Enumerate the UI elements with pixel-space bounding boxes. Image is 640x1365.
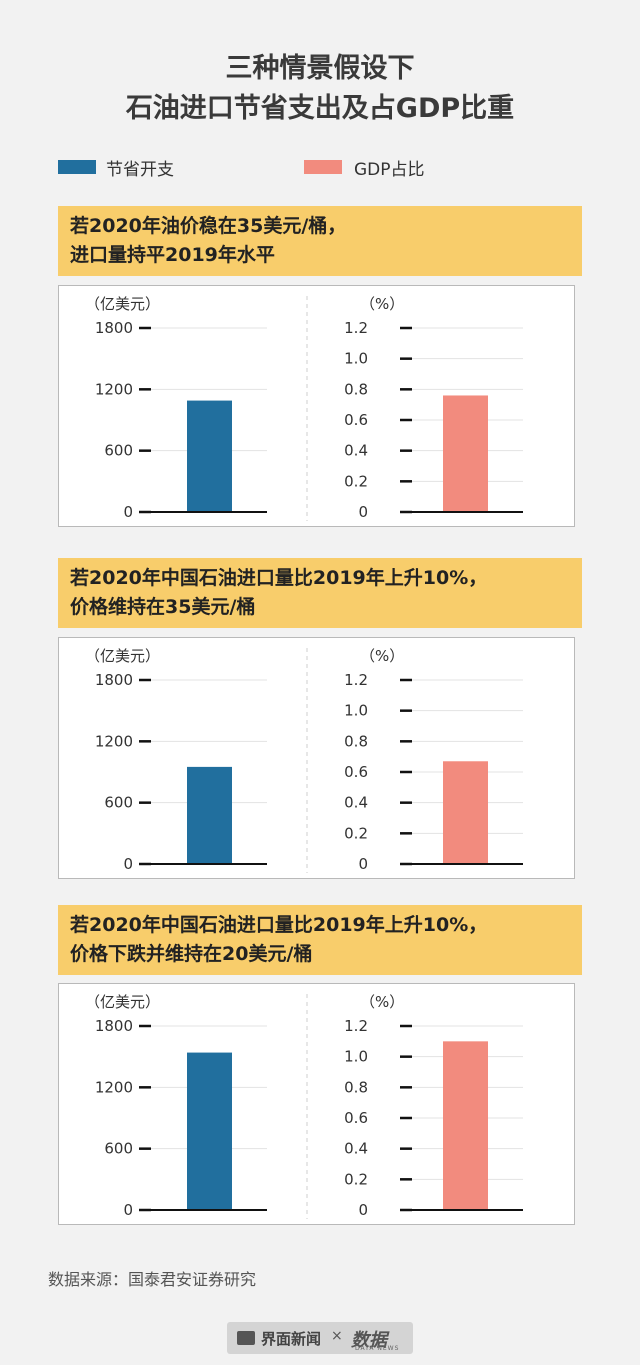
y-tick-label: 0.2 [344,824,368,842]
y-tick-label: 0.6 [344,411,368,429]
scenario-3-title: 若2020年中国石油进口量比2019年上升10%， 价格下跌并维持在20美元/桶 [58,905,582,975]
y-tick-label: 1800 [95,319,133,337]
left-unit-label: （亿美元） [85,993,160,1011]
y-tick-label: 1.2 [344,1017,368,1035]
scenario-1-title-line-2: 进口量持平2019年水平 [70,244,275,266]
footer-separator: × [331,1328,343,1344]
y-tick-label: 1.0 [344,350,368,368]
footer-brand-datanews: 数据 [351,1330,387,1351]
y-tick-label: 0.4 [344,442,368,460]
scenario-3-chart: （亿美元） 0 600 1200 1800 （%） 0 0.2 0.4 0.6 0.8 1.0 1.2 [85,993,523,1219]
legend-swatch-gdp [304,160,342,174]
y-tick-label: 0.2 [344,1170,368,1188]
y-tick-label: 0 [123,1201,133,1219]
scenario-2-title-line-1: 若2020年中国石油进口量比2019年上升10%， [70,567,488,589]
y-tick-label: 0 [358,855,368,873]
scenario-3-title-line-1: 若2020年中国石油进口量比2019年上升10%， [70,914,488,936]
y-tick-label: 0 [123,855,133,873]
jiemian-logo-icon [237,1331,255,1345]
bar-gdp-share [443,761,488,864]
data-source-note: 数据来源：国泰君安证券研究 [48,1270,257,1289]
y-tick-label: 1200 [95,380,133,398]
bar-gdp-share [443,395,488,512]
scenario-1-chart-panel: （亿美元） 0 600 1200 1800 （%） 0 0.2 0.4 0.6 0.8 1.0 1.2 [58,285,575,527]
y-tick-label: 600 [104,442,133,460]
y-tick-label: 0.2 [344,472,368,490]
chart-title-line-1: 三种情景假设下 [225,53,415,84]
y-tick-label: 0.4 [344,1140,368,1158]
footer-brand-jiemian: 界面新闻 [261,1330,322,1348]
y-tick-label: 1.0 [344,702,368,720]
right-unit-label: （%） [360,993,404,1011]
y-tick-label: 1.0 [344,1048,368,1066]
y-tick-label: 1.2 [344,671,368,689]
left-unit-label: （亿美元） [85,295,160,313]
bar-gdp-share [443,1041,488,1210]
y-tick-label: 0 [123,503,133,521]
y-tick-label: 1200 [95,1078,133,1096]
bar-savings [187,766,232,864]
scenario-2-title: 若2020年中国石油进口量比2019年上升10%， 价格维持在35美元/桶 [58,558,582,628]
y-tick-label: 1.2 [344,319,368,337]
y-tick-label: 600 [104,1140,133,1158]
y-tick-label: 600 [104,794,133,812]
left-unit-label: （亿美元） [85,647,160,665]
y-tick-label: 0.8 [344,732,368,750]
y-tick-label: 0.8 [344,1078,368,1096]
legend-swatch-savings [58,160,96,174]
y-tick-label: 0.4 [344,794,368,812]
y-tick-label: 0.8 [344,380,368,398]
bar-savings [187,400,232,512]
scenario-1-title: 若2020年油价稳在35美元/桶， 进口量持平2019年水平 [58,206,582,276]
scenario-2-chart-panel: （亿美元） 0 600 1200 1800 （%） 0 0.2 0.4 0.6 0.8 1.0 1.2 [58,637,575,879]
scenario-2-chart: （亿美元） 0 600 1200 1800 （%） 0 0.2 0.4 0.6 0.8 1.0 1.2 [85,647,523,873]
y-tick-label: 0 [358,503,368,521]
scenario-3-title-line-2: 价格下跌并维持在20美元/桶 [70,943,313,965]
y-tick-label: 1200 [95,732,133,750]
y-tick-label: 0 [358,1201,368,1219]
chart-title-line-2: 石油进口节省支出及占GDP比重 [125,93,515,124]
y-tick-label: 1800 [95,1017,133,1035]
footer-brand-bar: 界面新闻 × 数据 DATA NEWS [227,1322,413,1354]
scenario-2-title-line-2: 价格维持在35美元/桶 [70,596,256,618]
y-tick-label: 0.6 [344,1109,368,1127]
scenario-3-chart-panel: （亿美元） 0 600 1200 1800 （%） 0 0.2 0.4 0.6 0.8 1.0 1.2 [58,983,575,1225]
y-tick-label: 0.6 [344,763,368,781]
y-tick-label: 1800 [95,671,133,689]
bar-savings [187,1052,232,1210]
legend-label-gdp: GDP占比 [354,160,425,180]
right-unit-label: （%） [360,647,404,665]
legend-label-savings: 节省开支 [106,160,174,180]
right-unit-label: （%） [360,295,404,313]
footer-brand-datanews-sub: DATA NEWS [355,1345,400,1352]
scenario-1-chart: （亿美元） 0 600 1200 1800 （%） 0 0.2 0.4 0.6 0.8 1.0 1.2 [85,295,523,521]
scenario-1-title-line-1: 若2020年油价稳在35美元/桶， [70,215,347,237]
